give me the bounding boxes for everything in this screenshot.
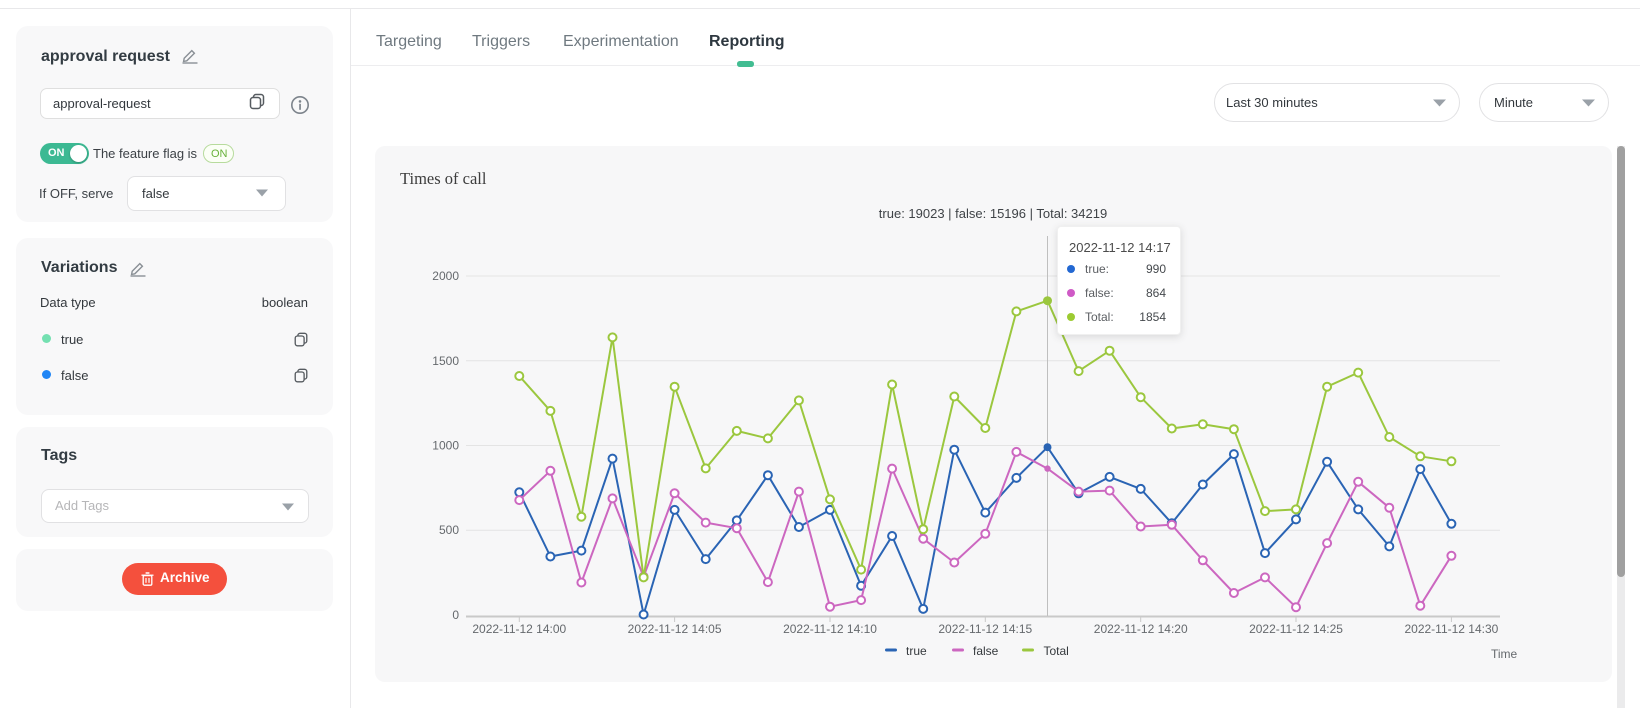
svg-text:2022-11-12 14:30: 2022-11-12 14:30 [1404,622,1498,636]
svg-text:2022-11-12 14:10: 2022-11-12 14:10 [783,622,877,636]
svg-text:0: 0 [452,608,459,622]
svg-text:2022-11-12 14:20: 2022-11-12 14:20 [1094,622,1188,636]
svg-text:2022-11-12 14:00: 2022-11-12 14:00 [472,622,566,636]
svg-text:2000: 2000 [432,269,459,283]
svg-text:2022-11-12 14:15: 2022-11-12 14:15 [938,622,1032,636]
svg-text:1000: 1000 [432,439,459,453]
svg-text:Time: Time [1491,647,1518,661]
svg-text:true: true [906,644,927,658]
svg-text:500: 500 [439,523,459,537]
svg-text:Total: Total [1044,644,1069,658]
svg-text:1500: 1500 [432,354,459,368]
svg-text:false: false [973,644,999,658]
svg-text:2022-11-12 14:05: 2022-11-12 14:05 [628,622,722,636]
svg-text:2022-11-12 14:25: 2022-11-12 14:25 [1249,622,1343,636]
